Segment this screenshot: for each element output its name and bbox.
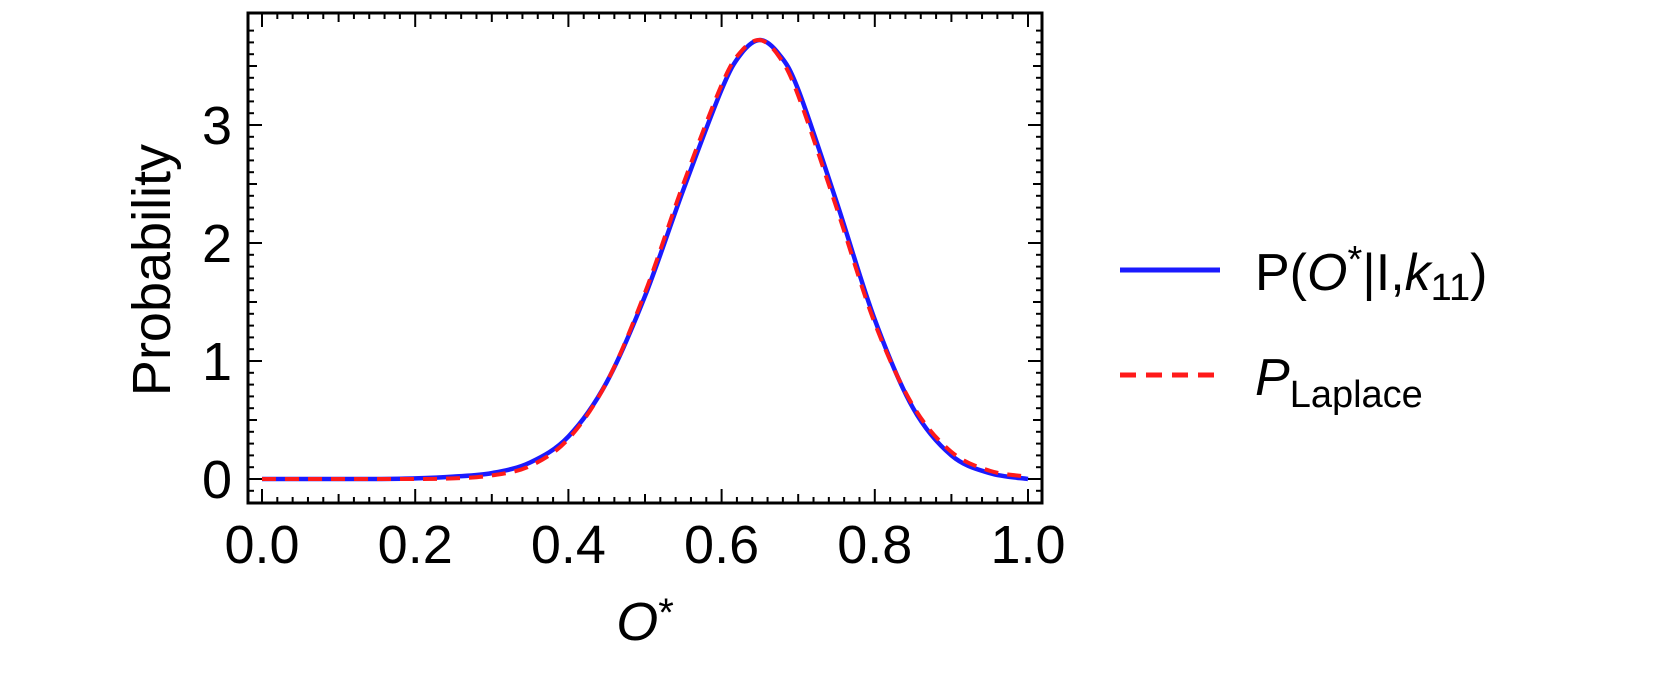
x-axis-title-italic: O (616, 592, 658, 652)
series-line-laplace (261, 38, 1029, 482)
axes: 0.0 0.2 0.4 0.6 0.8 1.0 0 1 2 3 (202, 11, 1066, 575)
plot-area (261, 37, 1029, 482)
y-tick-label: 0 (202, 450, 232, 510)
y-axis-title: Probability (122, 144, 182, 396)
x-axis-title: O* (616, 591, 674, 652)
legend-label-red: PLaplace (1255, 349, 1423, 416)
x-tick-label: 0.0 (224, 515, 299, 575)
x-tick-label: 0.6 (684, 515, 759, 575)
legend-label-blue: P(O*|I,k11) (1255, 239, 1487, 309)
series-line-posterior (261, 37, 1029, 482)
x-tick-label: 0.4 (531, 515, 606, 575)
x-tick-label: 0.2 (378, 515, 453, 575)
y-tick-label: 1 (202, 332, 232, 392)
x-axis-title-star: * (658, 591, 674, 635)
plot-frame (246, 11, 1044, 505)
x-tick-label: 1.0 (990, 515, 1065, 575)
legend: P(O*|I,k11) PLaplace (1120, 239, 1487, 416)
x-tick-label: 0.8 (837, 515, 912, 575)
y-tick-label: 3 (202, 96, 232, 156)
y-tick-label: 2 (202, 214, 232, 274)
